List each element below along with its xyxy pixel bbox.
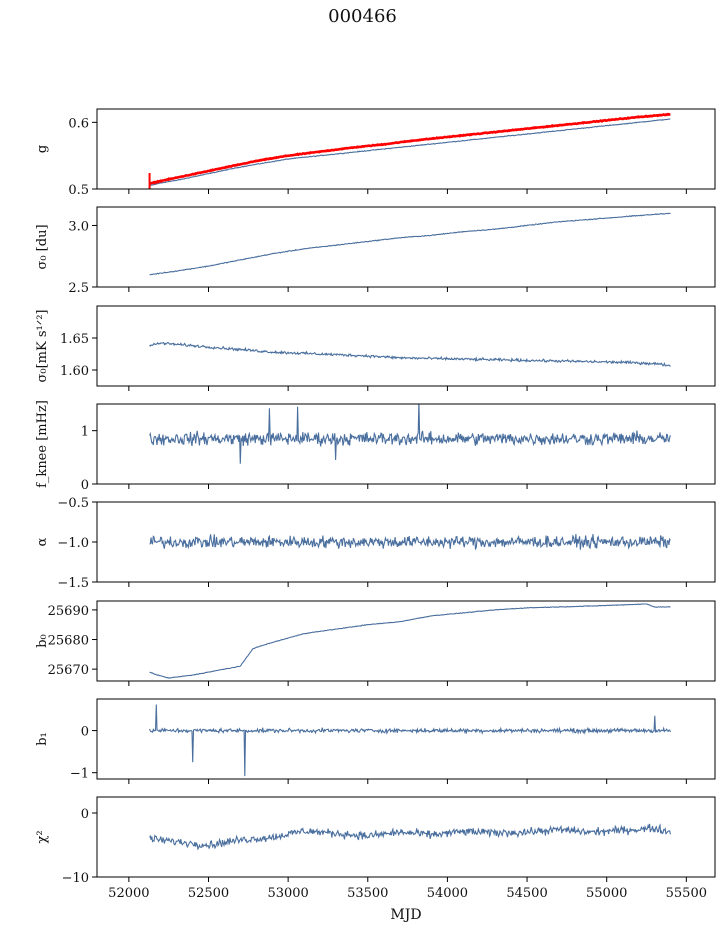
panel-frame-sigma0-du — [96, 206, 716, 288]
panel-frame-b0 — [96, 600, 716, 682]
series-line-sigma0-mK-0 — [149, 341, 671, 367]
ytick-label-fknee: 0 — [81, 478, 89, 493]
ytick-label-b1: −1 — [70, 767, 89, 782]
series-line-chi2-0 — [149, 823, 671, 851]
ytick-label-alpha: −1.5 — [57, 576, 89, 591]
ylabel-chi2: χ² — [35, 830, 50, 843]
xtick-label: 54000 — [427, 886, 468, 901]
panel-chi2: −10 0 χ² — [35, 796, 716, 886]
ytick-label-g: 0.6 — [68, 116, 89, 131]
xtick-label: 54500 — [506, 886, 547, 901]
figure-title: 000466 — [328, 6, 397, 27]
panel-b1: −1 0 b₁ — [35, 698, 716, 784]
ylabel-g: g — [35, 145, 50, 153]
ytick-label-sigma0-mK: 1.60 — [60, 364, 89, 379]
series-line-sigma0-du-0 — [149, 212, 671, 276]
ytick-label-b0: 25690 — [48, 604, 89, 619]
panel-sigma0-du: 2.5 3.0 σ₀ [du] — [35, 206, 716, 296]
panel-frame-fknee — [96, 403, 716, 485]
panel-frame-sigma0-mK — [96, 305, 716, 387]
series-line-g-0 — [149, 118, 671, 187]
ylabel-sigma0-mK: σ₀[mK s¹ᐟ²] — [35, 310, 50, 383]
series-line-b1-0 — [149, 704, 671, 777]
ytick-label-chi2: −10 — [62, 871, 89, 886]
panel-frame-b1 — [96, 698, 716, 780]
panel-frame-g — [96, 108, 716, 190]
ytick-label-chi2: 0 — [81, 807, 89, 822]
panel-alpha: −1.5 −1.0 −0.5 α — [35, 496, 716, 591]
ytick-label-fknee: 1 — [81, 425, 89, 440]
ylabel-b1: b₁ — [35, 732, 50, 746]
ytick-label-alpha: −0.5 — [57, 496, 89, 511]
xtick-label: 53000 — [267, 886, 308, 901]
ytick-label-b0: 25670 — [48, 663, 89, 678]
series-line-g-1 — [149, 112, 671, 185]
ytick-label-b1: 0 — [81, 725, 89, 740]
ytick-label-g: 0.5 — [68, 183, 89, 198]
panel-sigma0-mK: 1.60 1.65 σ₀[mK s¹ᐟ²] — [35, 305, 716, 391]
ylabel-fknee: f_knee [mHz] — [35, 400, 50, 488]
series-line-alpha-0 — [149, 534, 671, 551]
ytick-label-alpha: −1.0 — [57, 536, 89, 551]
xtick-label: 55500 — [666, 886, 707, 901]
xtick-label: 52500 — [188, 886, 229, 901]
ytick-label-sigma0-du: 3.0 — [68, 219, 89, 234]
xtick-label: 53500 — [347, 886, 388, 901]
ytick-label-sigma0-mK: 1.65 — [60, 332, 89, 347]
ytick-label-sigma0-du: 2.5 — [68, 281, 89, 296]
panel-fknee: 0 1 f_knee [mHz] — [35, 400, 716, 493]
panel-b0: 25670 25680 25690 b₀ — [35, 600, 716, 686]
ylabel-alpha: α — [35, 537, 50, 546]
xtick-label: 55000 — [586, 886, 627, 901]
ytick-label-b0: 25680 — [48, 634, 89, 649]
series-line-b0-0 — [149, 603, 671, 679]
xtick-label: 52000 — [108, 886, 149, 901]
panel-frame-chi2 — [96, 796, 716, 878]
series-line-fknee-0 — [149, 404, 671, 464]
panel-g: 0.5 0.6 g — [35, 108, 716, 198]
xlabel: MJD — [390, 907, 421, 923]
ylabel-b0: b₀ — [35, 634, 50, 648]
ylabel-sigma0-du: σ₀ [du] — [35, 224, 50, 269]
